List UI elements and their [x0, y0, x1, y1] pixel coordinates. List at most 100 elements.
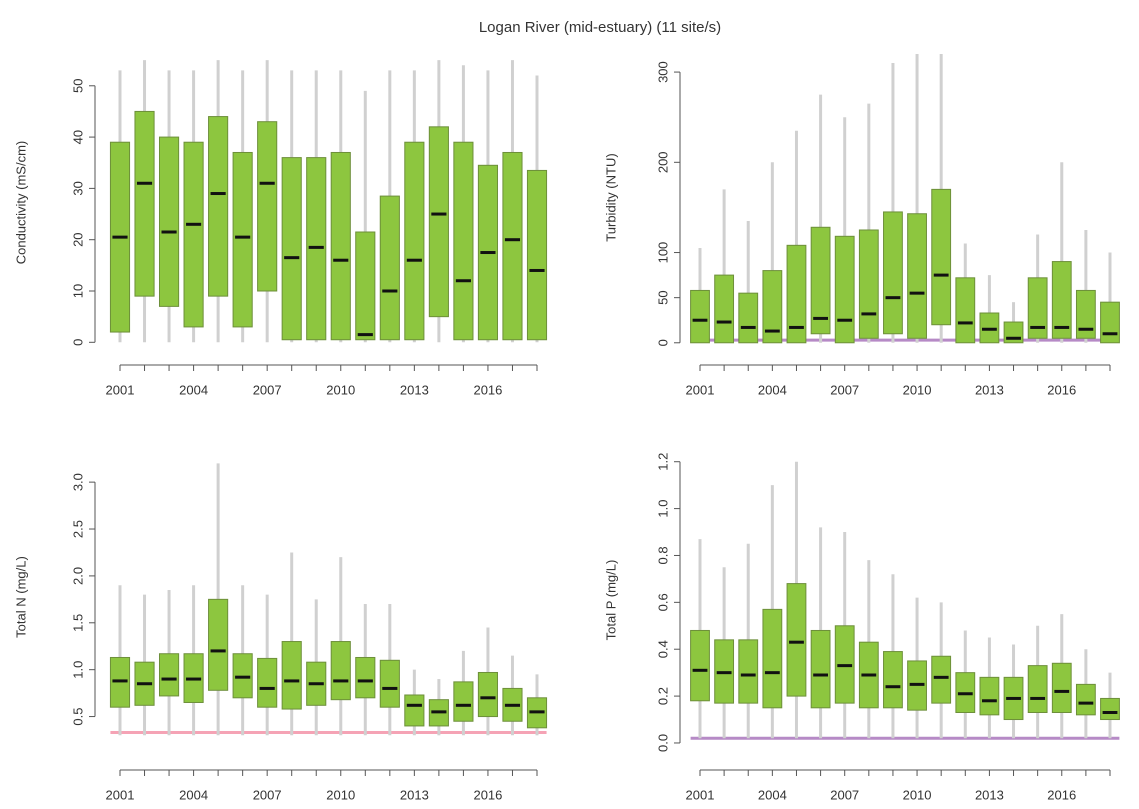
y-tick-label: 0.8	[655, 546, 670, 564]
y-tick-label: 1.2	[655, 453, 670, 471]
x-tick-label: 2013	[975, 382, 1004, 397]
box	[404, 694, 425, 727]
box	[330, 151, 351, 341]
x-tick-label: 2013	[400, 382, 429, 397]
x-tick-label: 2007	[253, 787, 282, 802]
box	[738, 639, 759, 704]
figure-title: Logan River (mid-estuary) (11 site/s)	[479, 19, 721, 36]
x-tick-label: 2010	[326, 382, 355, 397]
box	[208, 116, 229, 297]
box	[158, 653, 180, 697]
box	[883, 651, 903, 709]
y-axis-label: Total P (mg/L)	[603, 560, 618, 641]
box	[208, 598, 229, 691]
box	[1027, 665, 1048, 713]
box	[502, 151, 523, 341]
x-tick-label: 2010	[903, 787, 932, 802]
box	[428, 126, 449, 318]
y-tick-label: 2.5	[70, 520, 85, 538]
box	[281, 157, 302, 341]
y-tick-label: 3.0	[70, 473, 85, 491]
x-tick-label: 2010	[903, 382, 932, 397]
box	[690, 629, 710, 702]
box	[786, 244, 807, 344]
box	[714, 274, 735, 344]
y-tick-label: 50	[655, 290, 670, 304]
box	[355, 231, 376, 341]
y-tick-label: 0	[70, 339, 85, 346]
x-tick-label: 2010	[326, 787, 355, 802]
box	[134, 110, 155, 297]
x-tick-label: 2001	[106, 382, 135, 397]
box	[810, 629, 831, 709]
box	[477, 671, 499, 718]
x-tick-label: 2016	[473, 787, 502, 802]
box	[762, 270, 783, 344]
box	[404, 141, 425, 341]
y-axis-label: Total N (mg/L)	[13, 556, 28, 638]
box	[379, 195, 400, 341]
y-tick-label: 1.0	[70, 661, 85, 679]
box	[379, 659, 400, 708]
box	[979, 676, 1000, 716]
box	[858, 229, 879, 339]
box	[281, 641, 302, 710]
x-tick-label: 2004	[758, 787, 787, 802]
box	[834, 235, 855, 344]
box	[690, 289, 710, 344]
x-tick-label: 2004	[179, 787, 208, 802]
x-tick-label: 2013	[400, 787, 429, 802]
x-tick-label: 2004	[179, 382, 208, 397]
y-tick-label: 200	[655, 151, 670, 173]
y-tick-label: 30	[70, 181, 85, 195]
x-tick-label: 2001	[686, 787, 715, 802]
x-tick-label: 2016	[473, 382, 502, 397]
x-tick-label: 2016	[1047, 787, 1076, 802]
box	[330, 641, 351, 701]
box	[1027, 277, 1048, 339]
y-axis-label: Turbidity (NTU)	[603, 153, 618, 241]
y-tick-label: 1.0	[655, 500, 670, 518]
x-tick-label: 2004	[758, 382, 787, 397]
box	[1075, 683, 1096, 716]
box	[738, 292, 759, 344]
y-tick-label: 50	[70, 79, 85, 93]
y-tick-label: 0.6	[655, 593, 670, 611]
box	[1100, 301, 1120, 344]
box	[1100, 697, 1120, 721]
box	[1051, 662, 1072, 713]
box	[526, 169, 548, 341]
y-tick-label: 40	[70, 130, 85, 144]
y-tick-label: 0.5	[70, 708, 85, 726]
box	[931, 655, 952, 704]
y-tick-label: 0	[655, 339, 670, 346]
box	[931, 188, 952, 326]
box	[762, 608, 783, 709]
box	[786, 583, 807, 697]
box	[355, 656, 376, 699]
y-tick-label: 1.5	[70, 614, 85, 632]
y-axis-label: Conductivity (mS/cm)	[13, 141, 28, 265]
box	[158, 136, 180, 307]
y-tick-label: 2.0	[70, 567, 85, 585]
box	[883, 211, 903, 335]
y-tick-label: 10	[70, 284, 85, 298]
box	[907, 213, 927, 339]
x-tick-label: 2007	[253, 382, 282, 397]
x-tick-label: 2007	[830, 787, 859, 802]
x-tick-label: 2001	[106, 787, 135, 802]
y-tick-label: 0.0	[655, 734, 670, 752]
box	[232, 151, 253, 328]
y-tick-label: 0.2	[655, 687, 670, 705]
box	[183, 141, 204, 328]
x-tick-label: 2013	[975, 787, 1004, 802]
box	[1051, 261, 1072, 339]
x-tick-label: 2016	[1047, 382, 1076, 397]
box	[453, 141, 474, 341]
box	[453, 681, 474, 722]
box	[257, 121, 278, 292]
y-tick-label: 20	[70, 232, 85, 246]
y-tick-label: 0.4	[655, 640, 670, 658]
y-tick-label: 100	[655, 242, 670, 264]
